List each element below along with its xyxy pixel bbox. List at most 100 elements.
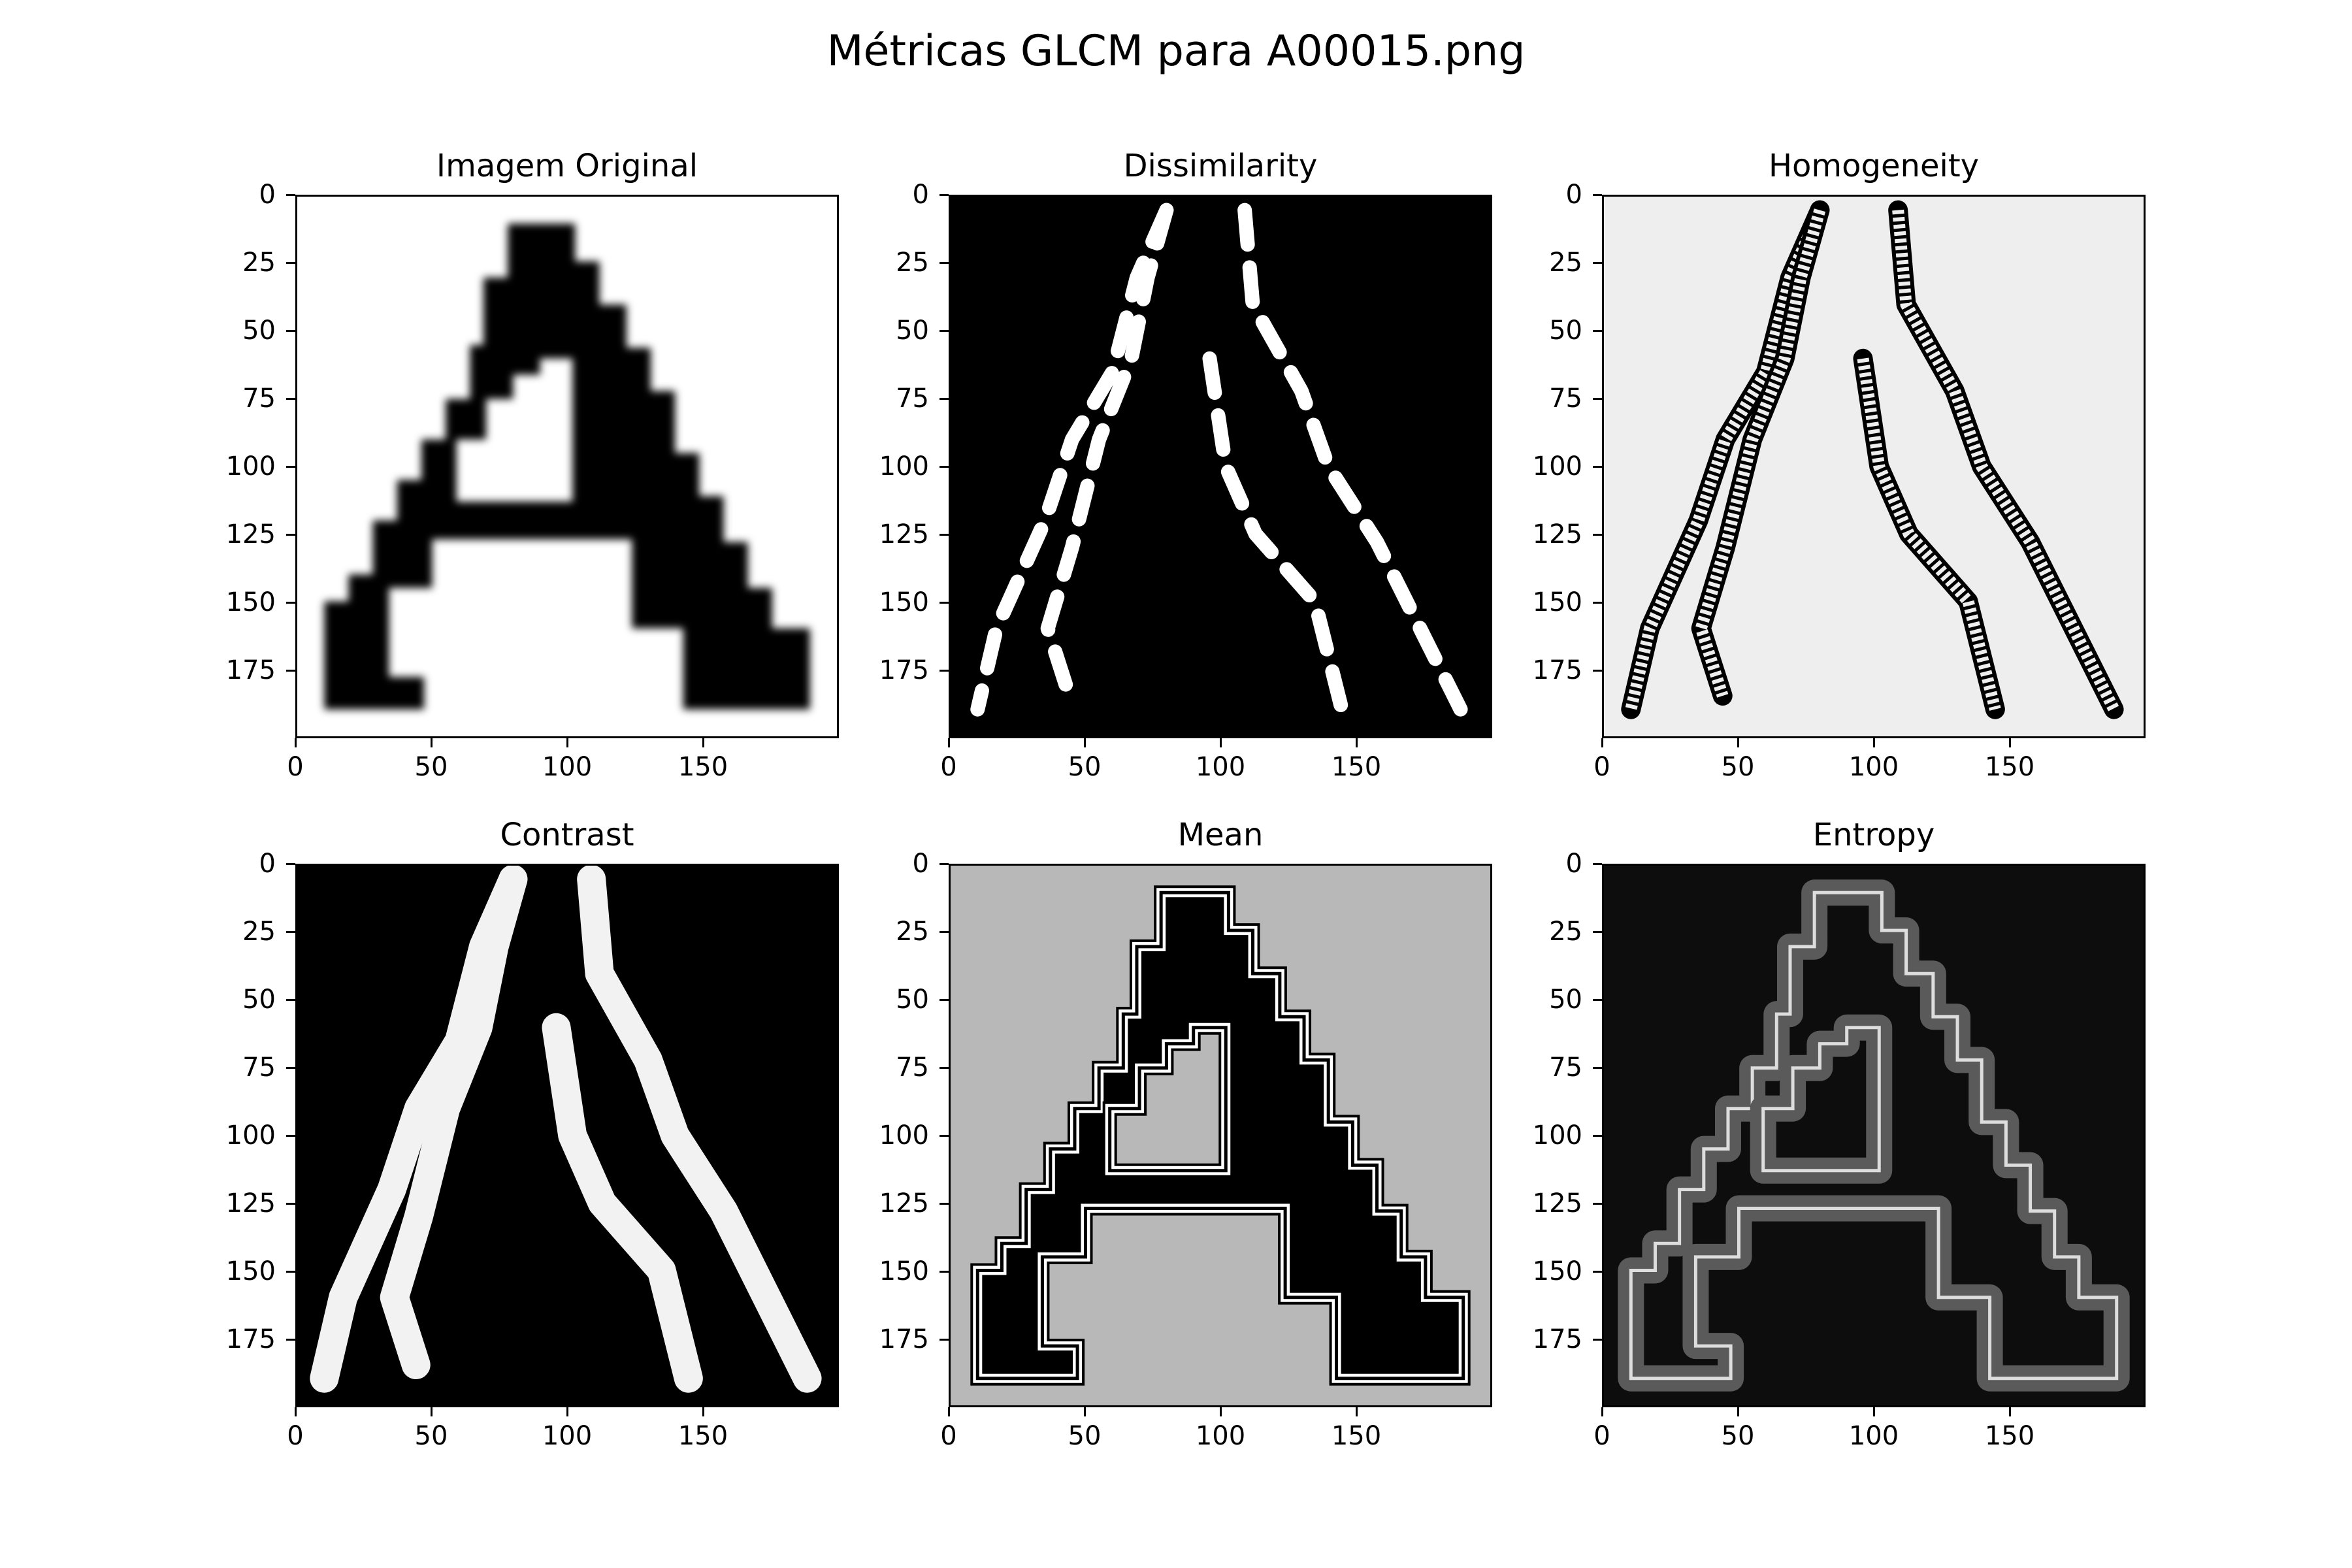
y-tick-label: 50 <box>1549 316 1582 346</box>
y-tick-label: 125 <box>879 1188 929 1218</box>
y-tick-label: 100 <box>225 451 276 482</box>
y-tick-label: 25 <box>896 248 929 278</box>
y-tick-label: 0 <box>912 180 929 210</box>
plot-area-contrast <box>295 864 839 1407</box>
x-tick-label: 0 <box>1593 752 1610 782</box>
x-tick-mark <box>2008 738 2011 747</box>
entropy-core-inner <box>1761 1026 1881 1173</box>
x-tick-label: 100 <box>542 752 593 782</box>
y-tick-mark <box>1593 465 1602 468</box>
y-tick-label: 175 <box>1532 1324 1582 1354</box>
y-tick-label: 75 <box>1549 384 1582 414</box>
y-tick-mark <box>1593 930 1602 933</box>
y-tick-label: 125 <box>1532 519 1582 549</box>
heatmap-homogeneity <box>1604 197 2144 736</box>
y-tick-mark <box>1593 1338 1602 1341</box>
x-tick-label: 50 <box>1721 752 1755 782</box>
y-tick-label: 50 <box>1549 985 1582 1015</box>
y-tick-label: 100 <box>879 1120 929 1151</box>
x-tick-mark <box>702 1407 704 1416</box>
y-tick-mark <box>1593 329 1602 332</box>
y-tick-label: 150 <box>879 1256 929 1286</box>
panel-title-entropy: Entropy <box>1812 817 1935 853</box>
y-tick-mark <box>1593 1134 1602 1137</box>
heatmap-imagem-original <box>297 197 837 736</box>
x-tick-mark <box>1737 738 1739 747</box>
y-tick-label: 125 <box>225 1188 276 1218</box>
y-tick-mark <box>939 998 949 1001</box>
y-tick-mark <box>1593 1066 1602 1069</box>
edge-band-texture-1 <box>1695 208 1826 698</box>
x-tick-label: 50 <box>1068 752 1102 782</box>
image-background <box>951 197 1490 736</box>
edge-band-3 <box>1202 351 1349 717</box>
heatmap-mean <box>951 866 1490 1405</box>
y-tick-label: 0 <box>1565 180 1582 210</box>
plot-area-homogeneity <box>1602 195 2146 738</box>
x-tick-mark <box>430 1407 433 1416</box>
x-tick-label: 150 <box>1331 752 1382 782</box>
y-tick-mark <box>1593 1202 1602 1205</box>
y-tick-label: 0 <box>259 180 276 210</box>
y-tick-label: 100 <box>879 451 929 482</box>
y-tick-label: 175 <box>1532 655 1582 685</box>
y-tick-label: 50 <box>242 316 276 346</box>
edge-band-3 <box>542 1013 703 1393</box>
y-tick-label: 175 <box>879 655 929 685</box>
y-tick-mark <box>286 601 295 604</box>
y-tick-mark <box>286 1270 295 1273</box>
y-tick-mark <box>286 669 295 672</box>
y-tick-label: 150 <box>1532 1256 1582 1286</box>
x-tick-mark <box>1083 738 1086 747</box>
edge-band-0 <box>970 203 1174 717</box>
y-tick-label: 25 <box>242 248 276 278</box>
y-tick-mark <box>939 862 949 865</box>
edge-band-texture-0 <box>1625 208 1825 711</box>
x-tick-label: 150 <box>678 1421 728 1451</box>
plot-area-imagem-original <box>295 195 839 738</box>
y-tick-label: 50 <box>896 985 929 1015</box>
x-tick-mark <box>1219 1407 1222 1416</box>
x-tick-mark <box>430 738 433 747</box>
y-tick-mark <box>286 193 295 196</box>
y-tick-label: 50 <box>896 316 929 346</box>
y-tick-label: 75 <box>896 1053 929 1083</box>
x-tick-mark <box>1601 738 1603 747</box>
y-tick-label: 100 <box>1532 451 1582 482</box>
y-tick-mark <box>286 1338 295 1341</box>
y-tick-mark <box>286 329 295 332</box>
panel-title-contrast: Contrast <box>500 817 634 853</box>
y-tick-label: 125 <box>1532 1188 1582 1218</box>
x-tick-label: 50 <box>414 752 448 782</box>
heatmap-contrast <box>297 866 837 1405</box>
x-tick-label: 150 <box>1984 1421 2035 1451</box>
x-tick-mark <box>566 738 568 747</box>
y-tick-mark <box>939 465 949 468</box>
y-tick-mark <box>286 998 295 1001</box>
y-tick-mark <box>939 1134 949 1137</box>
mean-edge-inner-core <box>1108 1026 1228 1173</box>
panel-title-imagem-original: Imagem Original <box>436 148 698 184</box>
x-tick-mark <box>1355 1407 1358 1416</box>
y-tick-label: 150 <box>1532 587 1582 617</box>
y-tick-label: 175 <box>225 1324 276 1354</box>
y-tick-mark <box>939 329 949 332</box>
y-tick-mark <box>1593 261 1602 264</box>
y-tick-mark <box>286 862 295 865</box>
x-tick-label: 0 <box>287 752 304 782</box>
plot-area-dissimilarity <box>949 195 1492 738</box>
x-tick-mark <box>1601 1407 1603 1416</box>
heatmap-dissimilarity <box>951 197 1490 736</box>
y-tick-label: 175 <box>879 1324 929 1354</box>
y-tick-mark <box>286 930 295 933</box>
y-tick-mark <box>939 1270 949 1273</box>
y-tick-mark <box>286 533 295 536</box>
y-tick-mark <box>1593 862 1602 865</box>
edge-band-1 <box>1040 203 1174 704</box>
x-tick-label: 100 <box>1848 1421 1899 1451</box>
y-tick-label: 25 <box>1549 917 1582 947</box>
letter-a-shape <box>324 223 810 710</box>
x-tick-mark <box>702 738 704 747</box>
x-tick-label: 100 <box>542 1421 593 1451</box>
y-tick-mark <box>939 601 949 604</box>
